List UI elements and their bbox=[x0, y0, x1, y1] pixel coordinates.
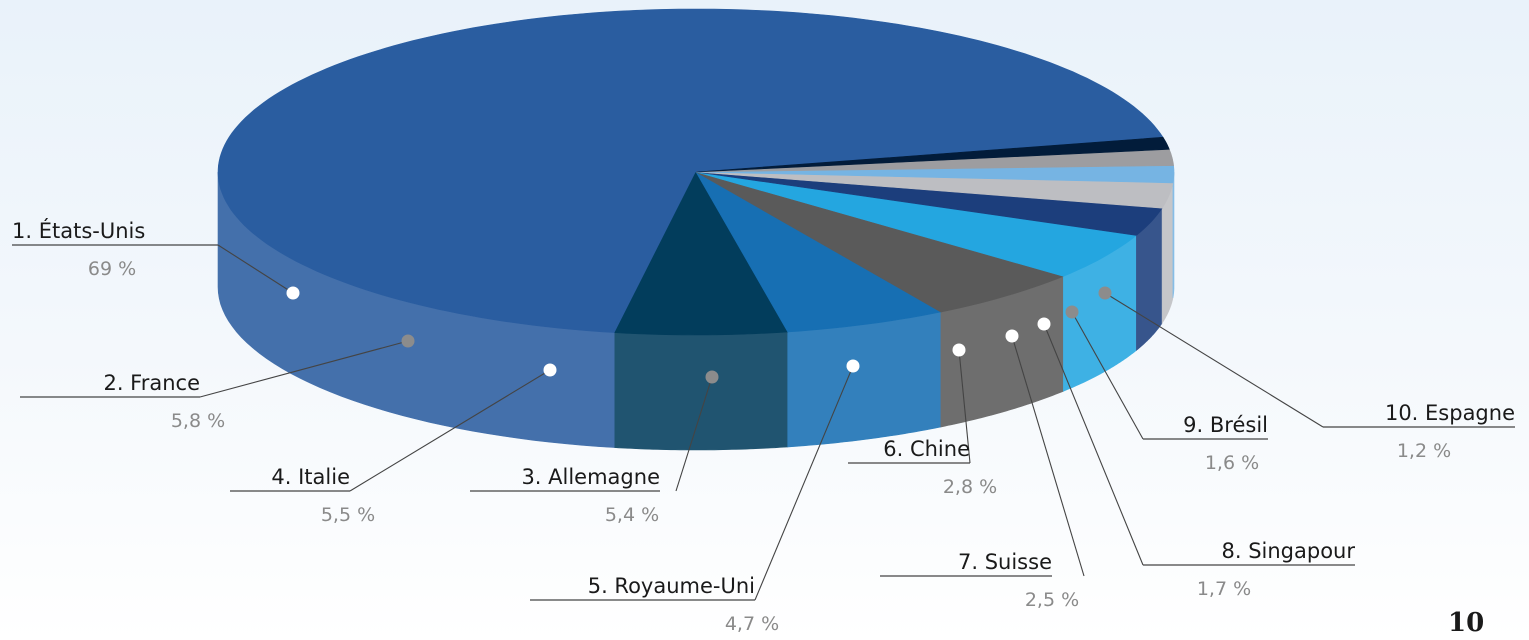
label-value-5: 4,7 % bbox=[725, 613, 779, 635]
leader-line-4 bbox=[349, 369, 551, 492]
label-value-2: 5,8 % bbox=[171, 410, 225, 432]
label-value-1: 69 % bbox=[88, 258, 136, 280]
label-name-8: 8. Singapour bbox=[1221, 539, 1355, 563]
leader-line-8 bbox=[1043, 323, 1144, 566]
pie-slice-3 bbox=[695, 171, 1065, 313]
label-value-4: 5,5 % bbox=[321, 504, 375, 526]
leader-dot-4 bbox=[543, 363, 557, 377]
label-name-5: 5. Royaume-Uni bbox=[588, 574, 755, 598]
leader-dot-8 bbox=[1037, 317, 1051, 331]
leader-dot-10 bbox=[1098, 286, 1112, 300]
leader-line-5 bbox=[754, 365, 854, 601]
label-name-7: 7. Suisse bbox=[958, 550, 1052, 574]
leader-dot-5 bbox=[846, 359, 860, 373]
leader-lines bbox=[12, 244, 1515, 601]
leader-line-3 bbox=[675, 376, 713, 492]
pie-sides bbox=[217, 171, 1175, 451]
leader-line-1 bbox=[217, 244, 294, 294]
label-name-10: 10. Espagne bbox=[1385, 401, 1515, 425]
label-value-8: 1,7 % bbox=[1197, 578, 1251, 600]
pie-slice-6 bbox=[695, 171, 1163, 236]
pie-side-4 bbox=[787, 311, 942, 448]
leader-line-9 bbox=[1071, 311, 1144, 440]
pie-slice-7 bbox=[695, 171, 1174, 209]
label-value-10: 1,2 % bbox=[1397, 440, 1451, 462]
pie-slice-2 bbox=[614, 171, 789, 336]
label-value-3: 5,4 % bbox=[605, 504, 659, 526]
pie-slice-4 bbox=[695, 171, 942, 333]
label-name-2: 2. France bbox=[103, 371, 200, 395]
pie-slice-8 bbox=[695, 165, 1175, 184]
pie-side-2 bbox=[614, 331, 788, 451]
label-name-4: 4. Italie bbox=[271, 465, 350, 489]
pie-tops bbox=[217, 8, 1175, 336]
leader-dot-3 bbox=[705, 370, 719, 384]
leader-dot-7 bbox=[1005, 329, 1019, 343]
page-number: 10 bbox=[1448, 608, 1485, 638]
label-value-7: 2,5 % bbox=[1025, 589, 1079, 611]
pie-slice-10 bbox=[695, 136, 1170, 173]
leader-dot-1 bbox=[286, 286, 300, 300]
slice-labels: 1. États-Unis 69 % 2. France 5,8 % 3. Allema… bbox=[12, 218, 1515, 635]
pie-side-8 bbox=[1172, 172, 1175, 299]
leader-line-6 bbox=[958, 349, 971, 464]
leader-dot-2 bbox=[401, 334, 415, 348]
leader-line-10 bbox=[1104, 292, 1324, 428]
pie-slice-1 bbox=[217, 8, 1164, 333]
label-name-6: 6. Chine bbox=[883, 437, 970, 461]
label-value-6: 2,8 % bbox=[943, 476, 997, 498]
leader-line-7 bbox=[1011, 335, 1085, 577]
label-value-9: 1,6 % bbox=[1205, 452, 1259, 474]
leader-line-2 bbox=[199, 340, 409, 398]
label-name-9: 9. Brésil bbox=[1183, 413, 1268, 437]
pie-slice-5 bbox=[695, 171, 1138, 277]
leader-dot-6 bbox=[952, 343, 966, 357]
label-name-1: 1. États-Unis bbox=[12, 218, 145, 243]
leader-dot-9 bbox=[1065, 305, 1079, 319]
label-name-3: 3. Allemagne bbox=[521, 465, 660, 489]
